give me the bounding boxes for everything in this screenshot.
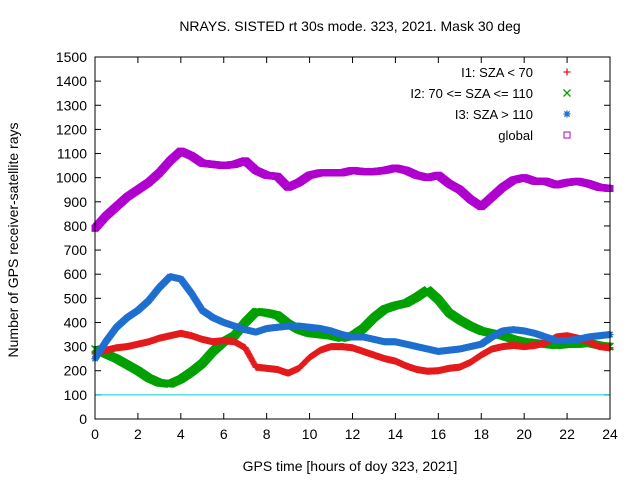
x-tick-label: 20: [516, 426, 532, 442]
y-tick-label: 700: [64, 242, 88, 258]
series-i3: [91, 273, 614, 363]
x-tick-label: 16: [431, 426, 447, 442]
legend-label: global: [498, 128, 533, 143]
x-tick-label: 10: [302, 426, 318, 442]
y-tick-label: 1000: [56, 170, 87, 186]
y-tick-label: 1300: [56, 97, 87, 113]
x-tick-label: 2: [134, 426, 142, 442]
y-tick-label: 500: [64, 290, 88, 306]
y-tick-label: 100: [64, 387, 88, 403]
y-tick-label: 200: [64, 363, 88, 379]
x-tick-label: 4: [177, 426, 185, 442]
y-tick-label: 1500: [56, 49, 87, 65]
y-tick-label: 1200: [56, 121, 87, 137]
y-tick-label: 400: [64, 314, 88, 330]
x-axis-title: GPS time [hours of doy 323, 2021]: [243, 458, 458, 474]
legend-label: I2: 70 <= SZA <= 110: [410, 86, 533, 101]
y-tick-label: 900: [64, 194, 88, 210]
x-tick-label: 14: [388, 426, 404, 442]
x-tick-label: 0: [91, 426, 99, 442]
series-i1: [91, 329, 614, 377]
y-tick-label: 800: [64, 218, 88, 234]
x-tick-label: 12: [345, 426, 361, 442]
legend-label: I1: SZA < 70: [461, 65, 533, 80]
legend-marker: [563, 68, 571, 76]
plot-frame: [94, 56, 611, 420]
legend: I1: SZA < 70 I2: 70 <= SZA <= 110 I3: SZA …: [410, 65, 571, 143]
x-tick-label: 22: [559, 426, 575, 442]
legend-marker: [563, 131, 571, 139]
y-tick-label: 600: [64, 266, 88, 282]
y-tick-label: 1100: [57, 146, 87, 162]
series-global: [91, 147, 614, 232]
y-axis-title: Number of GPS receiver-satellite rays: [5, 123, 21, 358]
legend-label: I3: SZA > 110: [455, 107, 533, 122]
legend-marker: [563, 110, 571, 118]
chart-title: NRAYS. SISTED rt 30s mode. 323, 2021. Ma…: [179, 18, 520, 34]
axis-ticks: 0 2 4 6 8 10 12 14 16 18 20 22 240100200300400500600…: [56, 49, 618, 442]
x-tick-label: 24: [602, 426, 618, 442]
x-tick-label: 6: [220, 426, 228, 442]
legend-marker: [563, 89, 571, 97]
x-tick-label: 8: [263, 426, 271, 442]
data-series-layer: [91, 147, 614, 388]
y-tick-label: 300: [64, 339, 88, 355]
x-tick-label: 18: [473, 426, 489, 442]
y-tick-label: 0: [79, 411, 87, 427]
y-tick-label: 1400: [56, 73, 87, 89]
